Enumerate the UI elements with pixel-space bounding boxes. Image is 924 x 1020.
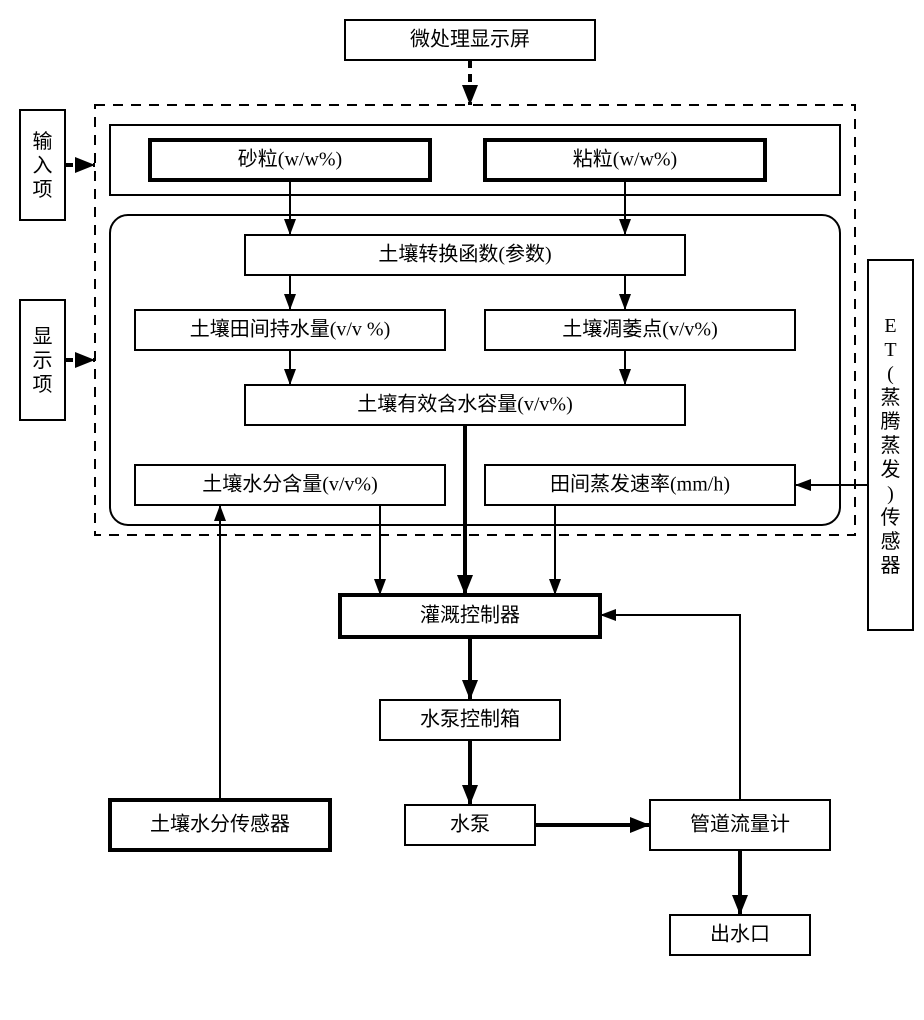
node-label: 发 bbox=[881, 458, 901, 481]
node-label: ( bbox=[887, 363, 894, 385]
system-diagram: 微处理显示屏输入项显示项ET(蒸腾蒸发)传感器砂粒(w/w%)粘粒(w/w%)土… bbox=[10, 10, 924, 1010]
node-label: 土壤水分传感器 bbox=[150, 813, 290, 836]
node-label: 土壤转换函数(参数) bbox=[378, 243, 551, 266]
node-ptf: 土壤转换函数(参数) bbox=[245, 235, 685, 275]
node-label: 蒸 bbox=[881, 386, 901, 409]
node-label: 土壤水分含量(v/v%) bbox=[202, 473, 378, 496]
node-label: 显 bbox=[33, 326, 53, 348]
node-et_sensor: ET(蒸腾蒸发)传感器 bbox=[868, 260, 913, 630]
node-label: 微处理显示屏 bbox=[410, 28, 530, 51]
node-label: 感 bbox=[881, 530, 901, 553]
node-label: 水泵控制箱 bbox=[420, 708, 520, 731]
node-label: 项 bbox=[33, 179, 53, 201]
node-label: 输 bbox=[33, 130, 53, 153]
node-label: E bbox=[884, 315, 896, 337]
node-clay: 粘粒(w/w%) bbox=[485, 140, 765, 180]
node-label: 水泵 bbox=[450, 813, 490, 836]
node-field_capacity: 土壤田间持水量(v/v %) bbox=[135, 310, 445, 350]
node-outlet: 出水口 bbox=[670, 915, 810, 955]
node-label: ) bbox=[887, 483, 894, 505]
node-label: 土壤凋萎点(v/v%) bbox=[562, 318, 718, 341]
node-flow_meter: 管道流量计 bbox=[650, 800, 830, 850]
node-input_label: 输入项 bbox=[20, 110, 65, 220]
node-label: 传 bbox=[881, 506, 901, 529]
node-pump: 水泵 bbox=[405, 805, 535, 845]
node-label: 土壤有效含水容量(v/v%) bbox=[357, 393, 573, 416]
node-label: 蒸 bbox=[881, 434, 901, 457]
node-wilting_point: 土壤凋萎点(v/v%) bbox=[485, 310, 795, 350]
edge-flow_meter-irr_controller bbox=[600, 615, 740, 800]
node-display_label: 显示项 bbox=[20, 300, 65, 420]
node-label: 粘粒(w/w%) bbox=[573, 148, 677, 171]
node-label: 砂粒(w/w%) bbox=[238, 148, 342, 171]
node-sand: 砂粒(w/w%) bbox=[150, 140, 430, 180]
node-soil_sensor: 土壤水分传感器 bbox=[110, 800, 330, 850]
node-input_group bbox=[110, 125, 840, 195]
node-label: 管道流量计 bbox=[690, 813, 790, 836]
node-label: 田间蒸发速率(mm/h) bbox=[550, 473, 730, 496]
node-label: 示 bbox=[33, 350, 53, 372]
node-label: 项 bbox=[33, 374, 53, 396]
node-label: 土壤田间持水量(v/v %) bbox=[190, 318, 391, 341]
node-evap_rate: 田间蒸发速率(mm/h) bbox=[485, 465, 795, 505]
node-soil_moisture: 土壤水分含量(v/v%) bbox=[135, 465, 445, 505]
node-awc: 土壤有效含水容量(v/v%) bbox=[245, 385, 685, 425]
node-label: 腾 bbox=[881, 410, 901, 433]
node-pump_ctrl_box: 水泵控制箱 bbox=[380, 700, 560, 740]
node-label: 入 bbox=[33, 155, 53, 177]
node-label: 出水口 bbox=[710, 923, 770, 946]
node-label: 灌溉控制器 bbox=[420, 604, 520, 627]
node-micro_display: 微处理显示屏 bbox=[345, 20, 595, 60]
node-label: 器 bbox=[881, 555, 901, 577]
node-irr_controller: 灌溉控制器 bbox=[340, 595, 600, 637]
node-label: T bbox=[884, 339, 896, 361]
